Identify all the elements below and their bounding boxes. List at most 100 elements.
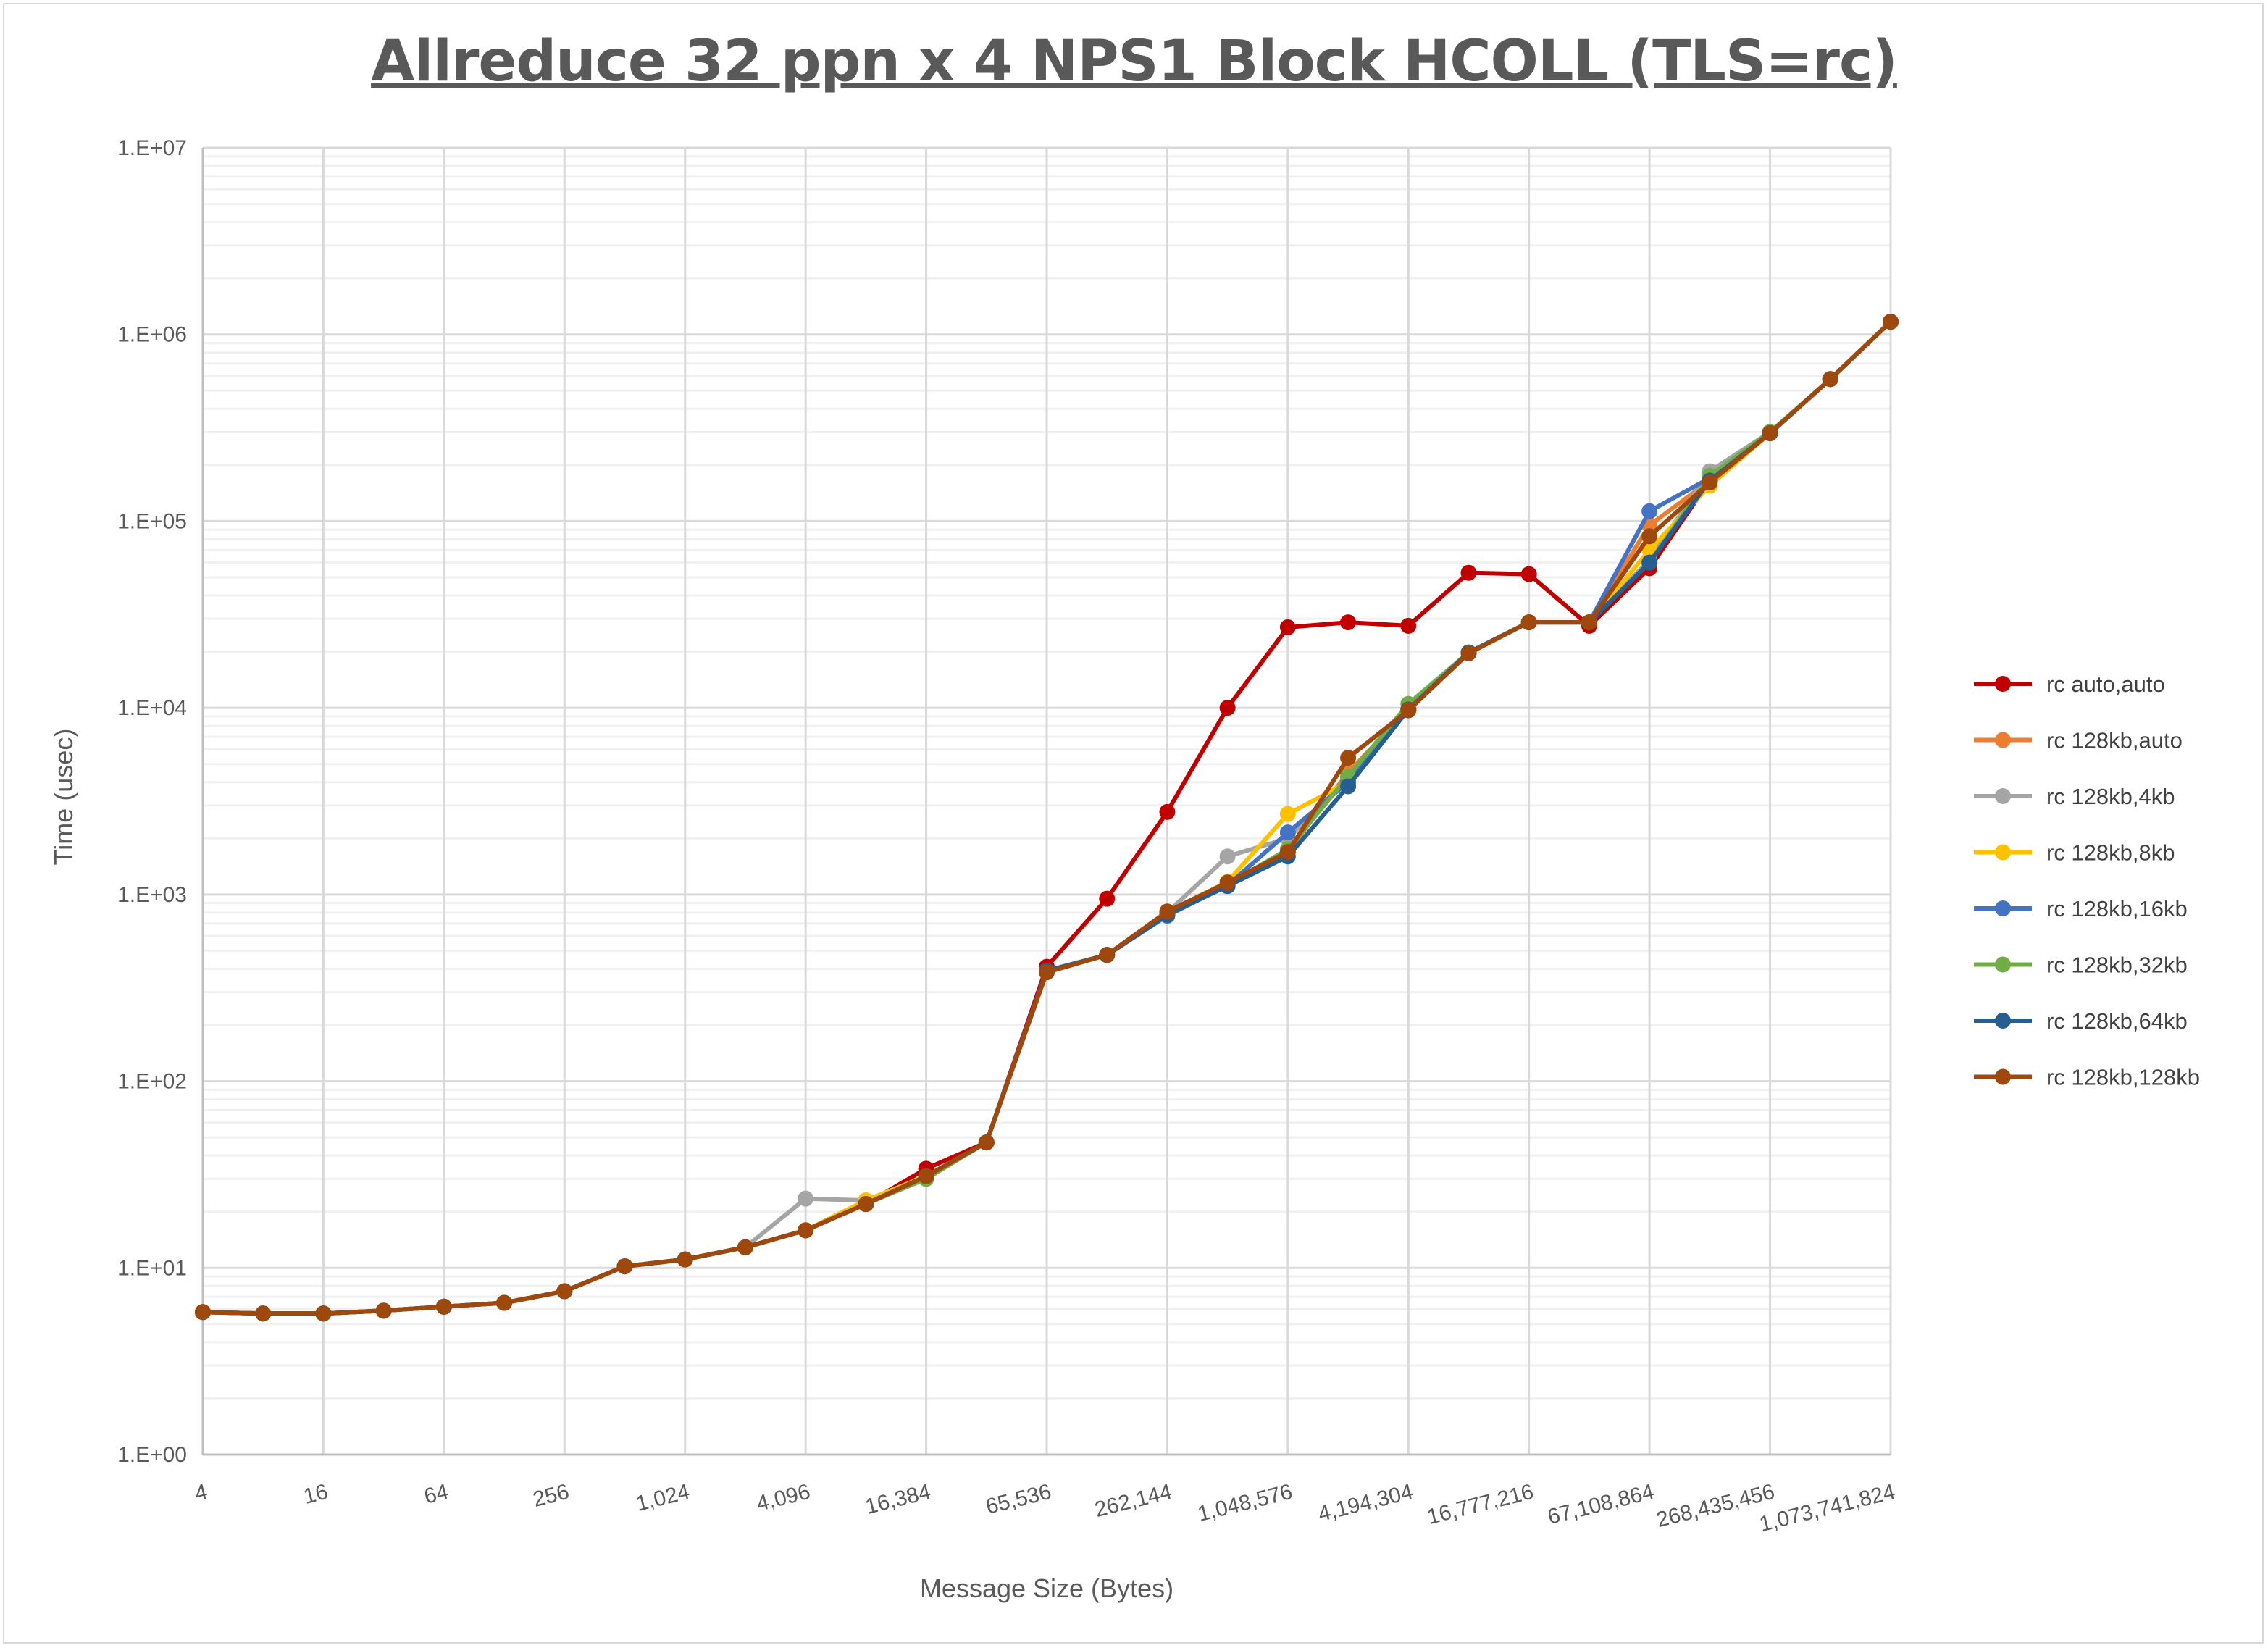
y-axis-label: Time (usec) (49, 729, 78, 866)
legend-swatch-marker (1995, 956, 2011, 973)
legend-label: rc 128kb,4kb (2046, 784, 2175, 809)
x-tick-label: 4,096 (754, 1480, 813, 1516)
x-tick-label: 1,048,576 (1195, 1480, 1294, 1526)
legend-item: rc 128kb,4kb (1974, 784, 2175, 809)
data-point (1520, 566, 1537, 582)
data-point (1400, 702, 1417, 719)
data-point (1279, 824, 1296, 841)
y-tick-label: 1.E+02 (117, 1070, 187, 1094)
data-point (798, 1222, 814, 1239)
y-tick-label: 1.E+03 (117, 883, 187, 907)
legend-swatch-marker (1995, 1068, 2011, 1085)
data-point (1883, 314, 1899, 330)
data-point (375, 1302, 392, 1319)
legend-item: rc 128kb,64kb (1974, 1008, 2188, 1034)
x-tick-label: 67,108,864 (1545, 1480, 1657, 1529)
legend-item: rc 128kb,32kb (1974, 953, 2188, 978)
data-point (1039, 964, 1055, 981)
data-point (1460, 564, 1477, 581)
data-point (1641, 503, 1658, 519)
data-point (1159, 803, 1176, 820)
data-point (1099, 890, 1116, 907)
data-point (1219, 700, 1236, 716)
data-point (1279, 806, 1296, 822)
data-point (195, 1304, 211, 1321)
legend-label: rc 128kb,8kb (2046, 840, 2175, 866)
data-point (1822, 371, 1838, 388)
legend-item: rc auto,auto (1974, 672, 2165, 697)
y-tick-label: 1.E+06 (117, 323, 187, 347)
data-point (1400, 617, 1417, 634)
data-point (1460, 645, 1477, 661)
x-tick-label: 16,384 (863, 1480, 933, 1519)
x-tick-label: 64 (422, 1480, 451, 1509)
data-point (1099, 947, 1116, 963)
chart-frame (3, 3, 2264, 1644)
gridlines (201, 146, 1892, 1456)
series-lines (195, 314, 1899, 1322)
data-point (798, 1190, 814, 1207)
x-tick-label: 16,777,216 (1425, 1480, 1536, 1529)
data-point (1520, 614, 1537, 631)
legend-item: rc 128kb,128kb (1974, 1065, 2200, 1090)
data-point (918, 1168, 934, 1184)
x-tick-label: 1,073,741,824 (1757, 1480, 1898, 1536)
data-point (1641, 554, 1658, 571)
data-point (1702, 474, 1718, 491)
x-tick-label: 65,536 (984, 1480, 1054, 1519)
axes: 1.E+00 1.E+01 1.E+02 1.E+03 1.E+04 1.E+05 1.E+… (117, 136, 1898, 1536)
legend-swatch-marker (1995, 676, 2011, 692)
legend-swatch-marker (1995, 788, 2011, 804)
data-point (1762, 424, 1778, 441)
legend-label: rc auto,auto (2046, 672, 2165, 697)
x-tick-label: 256 (530, 1480, 572, 1512)
legend-swatch-marker (1995, 900, 2011, 916)
data-point (255, 1305, 272, 1322)
x-tick-label: 4 (193, 1480, 210, 1506)
x-tick-label: 268,435,456 (1654, 1480, 1777, 1532)
legend-label: rc 128kb,auto (2046, 728, 2183, 753)
data-point (1340, 750, 1357, 766)
data-point (1279, 619, 1296, 635)
x-axis-label: Message Size (Bytes) (920, 1573, 1173, 1603)
data-point (315, 1305, 332, 1322)
x-tick-label: 16 (301, 1480, 330, 1509)
y-tick-label: 1.E+05 (117, 509, 187, 533)
y-tick-label: 1.E+07 (117, 136, 187, 160)
data-point (1159, 903, 1176, 920)
data-point (1279, 844, 1296, 861)
data-point (1340, 778, 1357, 795)
data-point (858, 1196, 874, 1213)
legend-swatch-marker (1995, 732, 2011, 748)
y-tick-label: 1.E+04 (117, 696, 187, 720)
data-point (1219, 874, 1236, 891)
legend: rc auto,auto rc 128kb,auto rc 128kb,4kb rc … (1974, 672, 2200, 1090)
data-point (496, 1294, 513, 1311)
data-point (1641, 528, 1658, 545)
x-tick-label: 1,024 (634, 1480, 692, 1516)
data-point (737, 1239, 753, 1255)
data-point (1340, 614, 1357, 631)
data-point (556, 1283, 573, 1300)
legend-label: rc 128kb,16kb (2046, 896, 2188, 921)
data-point (435, 1298, 452, 1315)
legend-swatch-marker (1995, 1013, 2011, 1029)
legend-swatch-marker (1995, 844, 2011, 861)
chart-title: Allreduce 32 ppn x 4 NPS1 Block HCOLL (T… (371, 29, 1898, 94)
x-tick-label: 4,194,304 (1315, 1480, 1415, 1526)
y-tick-label: 1.E+00 (117, 1443, 187, 1467)
legend-item: rc 128kb,auto (1974, 728, 2183, 753)
legend-item: rc 128kb,8kb (1974, 840, 2175, 866)
legend-label: rc 128kb,64kb (2046, 1008, 2188, 1034)
data-point (978, 1134, 995, 1151)
legend-item: rc 128kb,16kb (1974, 896, 2188, 921)
data-point (1581, 614, 1597, 631)
data-point (1219, 848, 1236, 865)
y-tick-label: 1.E+01 (117, 1256, 187, 1280)
series-rc-128kb-128kb (195, 314, 1899, 1322)
legend-label: rc 128kb,32kb (2046, 953, 2188, 978)
data-point (677, 1251, 693, 1268)
legend-label: rc 128kb,128kb (2046, 1065, 2200, 1090)
x-tick-label: 262,144 (1092, 1480, 1174, 1522)
